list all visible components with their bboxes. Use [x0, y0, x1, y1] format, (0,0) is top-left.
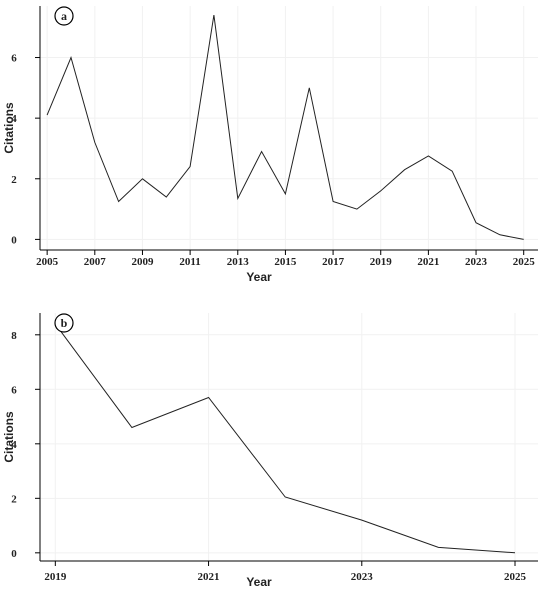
- data-point: [212, 14, 215, 17]
- data-point: [360, 519, 363, 522]
- x-tick-label: 2025: [504, 571, 527, 583]
- x-tick-label: 2019: [44, 571, 67, 583]
- data-point: [498, 233, 501, 236]
- citations-line: [46, 15, 524, 240]
- panel-label: b: [61, 316, 68, 330]
- data-point: [46, 114, 49, 117]
- y-axis-title: Citations: [2, 102, 16, 154]
- y-tick-label: 2: [11, 493, 17, 505]
- panel-a-chart: 2005 2007 2009 2011 2013 2015 2017 2019 2021 2023…: [2, 6, 538, 284]
- data-point: [427, 155, 430, 158]
- y-tick-label: 0: [11, 548, 17, 560]
- data-point: [355, 208, 358, 211]
- x-tick-label: 2011: [179, 256, 200, 268]
- data-point: [141, 177, 144, 180]
- y-tick-label: 8: [11, 330, 17, 342]
- data-point: [189, 165, 192, 168]
- data-point: [332, 200, 335, 203]
- x-tick-label: 2021: [417, 256, 439, 268]
- x-tick-label: 2017: [322, 256, 345, 268]
- x-axis-title: Year: [246, 575, 272, 589]
- data-point: [236, 197, 239, 200]
- data-point: [69, 56, 72, 59]
- data-point: [437, 546, 440, 549]
- y-tick-label: 4: [11, 439, 17, 451]
- x-tick-label: 2025: [513, 256, 536, 268]
- y-tick-label: 0: [11, 234, 17, 246]
- y-axis-title: Citations: [2, 411, 16, 463]
- data-point: [117, 200, 120, 203]
- data-point: [260, 150, 263, 153]
- data-point: [93, 141, 96, 144]
- panel-label: a: [61, 9, 67, 23]
- x-tick-label: 2015: [274, 256, 297, 268]
- panel-b-chart: 2019 2021 2023 2025 0 2 4 6 8 Year Citations b: [2, 313, 538, 589]
- x-tick-label: 2021: [198, 571, 220, 583]
- x-tick-label: 2013: [227, 256, 250, 268]
- x-tick-label: 2023: [465, 256, 488, 268]
- y-tick-label: 6: [11, 384, 17, 396]
- x-axis-title: Year: [246, 270, 272, 284]
- x-tick-label: 2005: [36, 256, 59, 268]
- data-point: [165, 195, 168, 198]
- panel-label-badge: [54, 6, 74, 26]
- citations-line: [54, 323, 516, 554]
- data-point: [451, 170, 454, 173]
- x-tick-label: 2023: [351, 571, 374, 583]
- x-tick-label: 2007: [84, 256, 107, 268]
- y-tick-label: 6: [11, 53, 17, 65]
- data-point: [284, 495, 287, 498]
- data-point: [522, 238, 525, 241]
- y-tick-label: 4: [11, 113, 17, 125]
- panel-label-badge: [54, 313, 74, 333]
- data-point: [130, 426, 133, 429]
- data-point: [403, 168, 406, 171]
- data-point: [514, 551, 517, 554]
- data-point: [308, 86, 311, 89]
- x-tick-label: 2019: [370, 256, 393, 268]
- data-point: [207, 396, 210, 399]
- y-tick-label: 2: [11, 174, 17, 186]
- x-tick-label: 2009: [131, 256, 154, 268]
- data-point: [284, 192, 287, 195]
- data-point: [475, 221, 478, 224]
- data-point: [379, 189, 382, 192]
